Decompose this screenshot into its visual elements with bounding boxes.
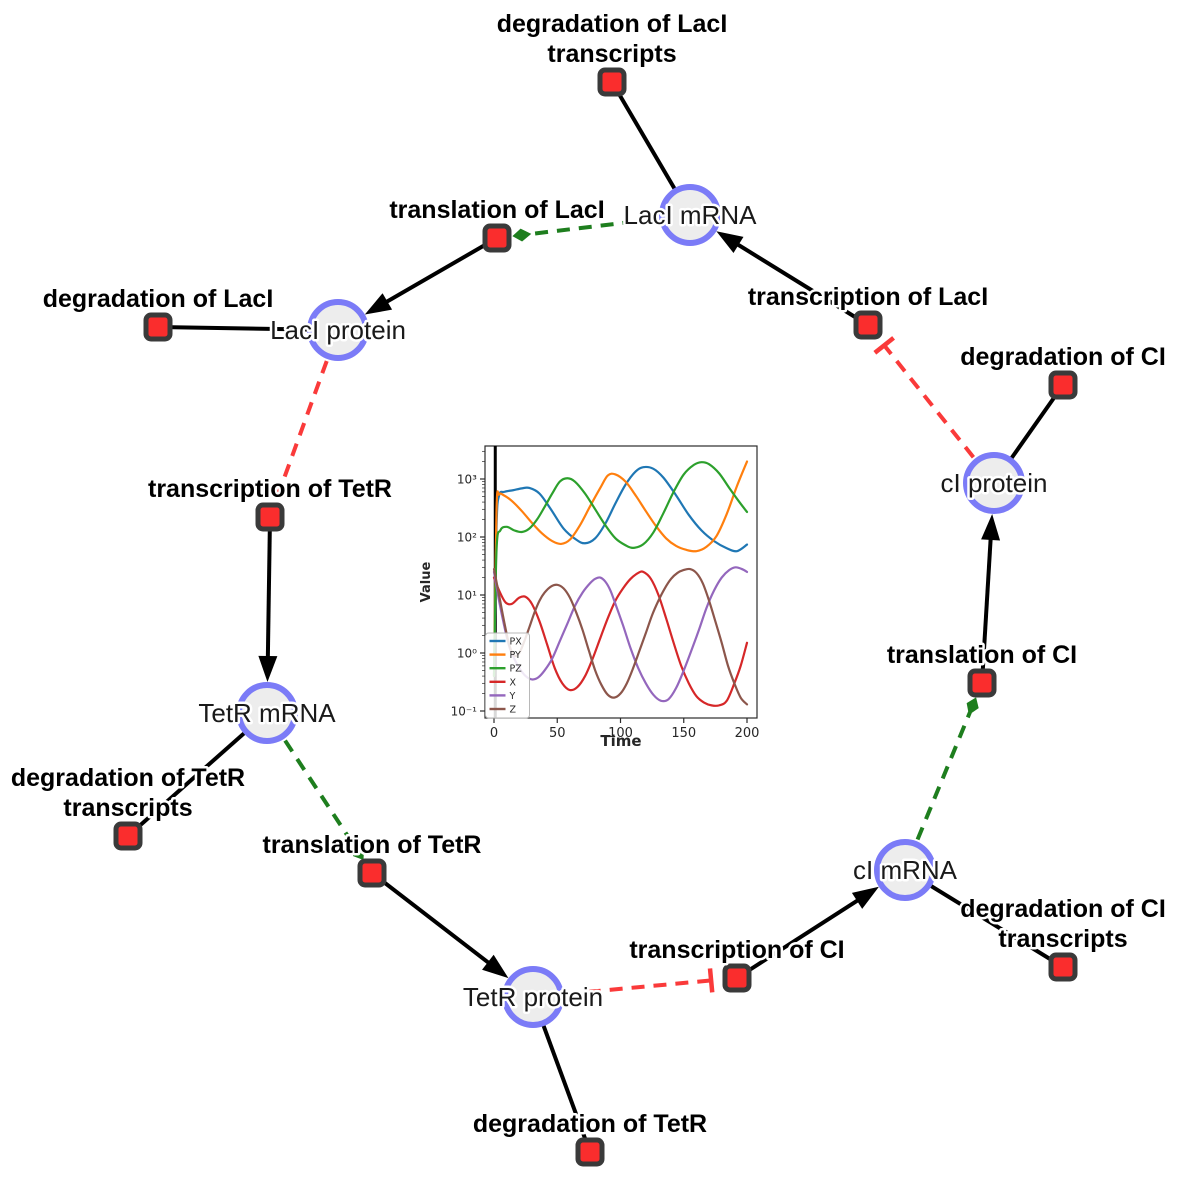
chart-legend: PX PY PZ XYZ: [485, 632, 530, 719]
reaction-node-deg_ci_tx: [1048, 952, 1078, 982]
species-label-ci_mrna: cI mRNA: [853, 855, 958, 885]
edge-tc_ci-ci_mrna: [735, 889, 874, 980]
x-tick-label: 100: [608, 726, 633, 741]
reaction-label-tc_ci-line1: transcription of CI: [629, 936, 844, 964]
chart-frame: 0 50 100 150 200 10⁻¹ 10⁰ 10¹ 10² 10³: [451, 445, 760, 741]
reaction-label-tl_tetr-line1: translation of TetR: [263, 831, 482, 859]
edge-tl_laci-laci_prot: [370, 236, 499, 313]
legend-label-PZ: PZ: [510, 664, 523, 675]
reaction-label-deg_ci_tx-line2: transcripts: [998, 925, 1127, 953]
arrowhead-edge-tc_ci-ci_mrna: [851, 886, 879, 909]
species-node-laci_mrna: [659, 184, 721, 246]
reaction-node-deg_tetr_tx: [113, 821, 143, 851]
edge-decorations-layer: [258, 228, 1001, 993]
nodes-layer: [113, 67, 1078, 1167]
species-node-laci_prot: [307, 299, 369, 361]
series-line-X: [492, 570, 749, 707]
reaction-label-deg_laci-line1: degradation of LacI: [43, 285, 274, 313]
reaction-label-tl_ci-line1: translation of CI: [887, 641, 1077, 669]
reaction-node-deg_ci: [1048, 370, 1078, 400]
reaction-label-tc_laci-line1: transcription of LacI: [748, 283, 988, 311]
reaction-node-deg_tetr: [575, 1137, 605, 1167]
reaction-node-tl_ci: [967, 668, 997, 698]
arrowhead-edge-tc_laci-laci_mrna: [716, 231, 744, 254]
reaction-node-tl_tetr: [357, 858, 387, 888]
y-tick-label: 10⁻¹: [451, 705, 478, 719]
reaction-label-deg_tetr_tx-line1: degradation of TetR: [11, 764, 245, 792]
arrowhead-edge-tc_tetr-tetr_mrna: [258, 655, 278, 683]
species-label-laci_prot: LacI protein: [270, 315, 406, 345]
modifier-arrowhead-edge-tetr_mrna-tl_tetr: [353, 844, 364, 861]
modifier-arrowhead-edge-ci_mrna-tl_ci: [966, 697, 979, 715]
series-line-PX: [492, 465, 749, 678]
arrowhead-edge-tl_ci-ci_prot: [981, 513, 1001, 541]
species-node-ci_mrna: [874, 839, 936, 901]
legend-label-PY: PY: [510, 650, 522, 661]
edge-ci_mrna-tl_ci: [915, 711, 972, 841]
reaction-label-deg_ci-line1: degradation of CI: [960, 343, 1166, 371]
simulation-chart: 0 50 100 150 200 10⁻¹ 10⁰ 10¹ 10² 10³ PX PY PZ XYZ V…: [419, 445, 760, 750]
y-tick-label: 10¹: [457, 589, 477, 603]
x-tick-label: 150: [671, 726, 696, 741]
chart-x-axis-label: Time: [600, 732, 641, 750]
inhibition-bar-edge-ci_prot-tc_laci: [873, 336, 895, 355]
legend-label-Y: Y: [509, 691, 516, 702]
legend-label-Z: Z: [510, 705, 517, 716]
series-line-Z: [492, 567, 749, 706]
labels-layer: LacI mRNA LacI protein TetR mRNA TetR prote…: [8, 8, 1168, 1141]
y-tick-label: 10²: [457, 531, 477, 545]
x-tick-label: 200: [735, 726, 760, 741]
edge-tl_tetr-tetr_prot: [370, 871, 504, 975]
reaction-node-deg_laci: [143, 312, 173, 342]
inhibition-bar-edge-tetr_prot-tc_ci: [707, 968, 715, 993]
inhibition-bar-edge-laci_prot-tc_tetr: [266, 486, 291, 499]
species-node-ci_prot: [963, 452, 1025, 514]
species-label-ci_prot: cI protein: [941, 468, 1048, 498]
species-node-tetr_prot: [502, 966, 564, 1028]
species-label-laci_mrna: LacI mRNA: [624, 200, 758, 230]
edge-tc_tetr-tetr_mrna: [265, 516, 272, 675]
x-tick-label: 50: [549, 726, 566, 741]
reaction-node-tc_ci: [722, 963, 752, 993]
series-line-PZ: [492, 461, 749, 678]
reaction-label-deg_laci_tx-line1: degradation of LacI: [497, 10, 728, 38]
edge-laci_prot-tc_tetr: [277, 360, 329, 494]
modifier-arrowhead-edge-laci_mrna-tl_laci: [512, 228, 532, 242]
arrowhead-edge-tl_laci-laci_prot: [364, 293, 393, 315]
edge-ci_prot-tc_laci: [882, 344, 975, 459]
edge-tetr_prot-tc_ci: [565, 978, 712, 996]
reaction-label-tl_laci-line1: translation of LacI: [389, 196, 604, 224]
legend-label-PX: PX: [510, 637, 523, 648]
series-line-PY: [492, 460, 749, 678]
arrowhead-edge-tl_tetr-tetr_prot: [482, 954, 509, 979]
reaction-label-deg_tetr-line1: degradation of TetR: [473, 1110, 707, 1138]
species-label-tetr_prot: TetR protein: [463, 982, 603, 1012]
species-label-tetr_mrna: TetR mRNA: [198, 698, 336, 728]
legend-box: [485, 632, 530, 719]
reaction-label-tc_tetr-line1: transcription of TetR: [148, 475, 392, 503]
reaction-label-deg_tetr_tx-line2: transcripts: [63, 794, 192, 822]
reaction-node-deg_laci_tx: [597, 67, 627, 97]
y-tick-label: 10⁰: [457, 647, 477, 661]
reaction-node-tl_laci: [482, 223, 512, 253]
edge-tl_ci-ci_prot: [980, 521, 994, 684]
reaction-label-deg_ci_tx-line1: degradation of CI: [960, 895, 1166, 923]
species-node-tetr_mrna: [236, 682, 298, 744]
legend-label-X: X: [510, 677, 517, 688]
reaction-node-tc_laci: [853, 310, 883, 340]
edge-tc_laci-laci_mrna: [722, 233, 870, 327]
reaction-node-tc_tetr: [255, 502, 285, 532]
y-tick-label: 10³: [457, 473, 477, 487]
chart-series: [492, 446, 749, 718]
series-line-Y: [492, 566, 749, 703]
x-tick-label: 0: [490, 726, 498, 741]
reaction-label-deg_laci_tx-line2: transcripts: [547, 40, 676, 68]
chart-y-axis-label: Value: [419, 561, 434, 602]
